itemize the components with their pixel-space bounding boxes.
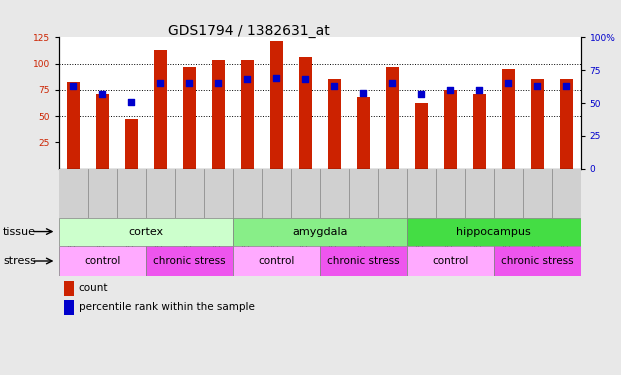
Point [184, 80, 194, 86]
Bar [299, 57, 312, 169]
Bar [473, 94, 486, 169]
Bar [146, 246, 233, 276]
Text: chronic stress: chronic stress [153, 256, 225, 266]
Text: hippocampus: hippocampus [456, 226, 531, 237]
Text: percentile rank within the sample: percentile rank within the sample [79, 302, 255, 312]
Bar [407, 246, 494, 276]
Point [97, 91, 107, 97]
Bar [502, 69, 515, 169]
Text: amygdala: amygdala [292, 226, 348, 237]
Bar [183, 67, 196, 169]
Bar [270, 40, 283, 169]
Bar [494, 246, 581, 276]
Point [214, 80, 224, 86]
Bar [320, 246, 407, 276]
Bar [59, 217, 233, 246]
Point [532, 83, 542, 89]
Bar [212, 60, 225, 169]
Point [445, 87, 455, 93]
Bar [233, 217, 407, 246]
Bar [415, 103, 428, 169]
Bar [67, 82, 80, 169]
Point [358, 90, 368, 96]
Point [474, 87, 484, 93]
Point [503, 80, 513, 86]
Bar [407, 217, 581, 246]
Text: count: count [79, 284, 108, 293]
Point [329, 83, 339, 89]
Bar [125, 119, 138, 169]
Bar [64, 281, 74, 296]
Text: control: control [84, 256, 120, 266]
Bar [241, 60, 254, 169]
Text: control: control [258, 256, 294, 266]
Text: control: control [432, 256, 468, 266]
Point [155, 80, 165, 86]
Bar [386, 67, 399, 169]
Text: stress: stress [3, 256, 36, 266]
Point [561, 83, 571, 89]
Point [271, 75, 281, 81]
Point [68, 83, 78, 89]
Text: chronic stress: chronic stress [327, 256, 399, 266]
Bar [233, 246, 320, 276]
Point [242, 76, 252, 82]
Bar [443, 90, 456, 169]
Point [127, 99, 137, 105]
Bar [328, 80, 341, 169]
Text: GDS1794 / 1382631_at: GDS1794 / 1382631_at [168, 24, 329, 38]
Bar [560, 80, 573, 169]
Bar [356, 98, 370, 169]
Text: tissue: tissue [3, 226, 36, 237]
Bar [59, 246, 146, 276]
Point [388, 80, 397, 86]
Text: cortex: cortex [129, 226, 163, 237]
Bar [96, 94, 109, 169]
Bar [154, 50, 167, 169]
Point [301, 76, 310, 82]
Text: chronic stress: chronic stress [501, 256, 573, 266]
Bar [530, 80, 544, 169]
Bar [64, 300, 74, 315]
Point [416, 91, 426, 97]
